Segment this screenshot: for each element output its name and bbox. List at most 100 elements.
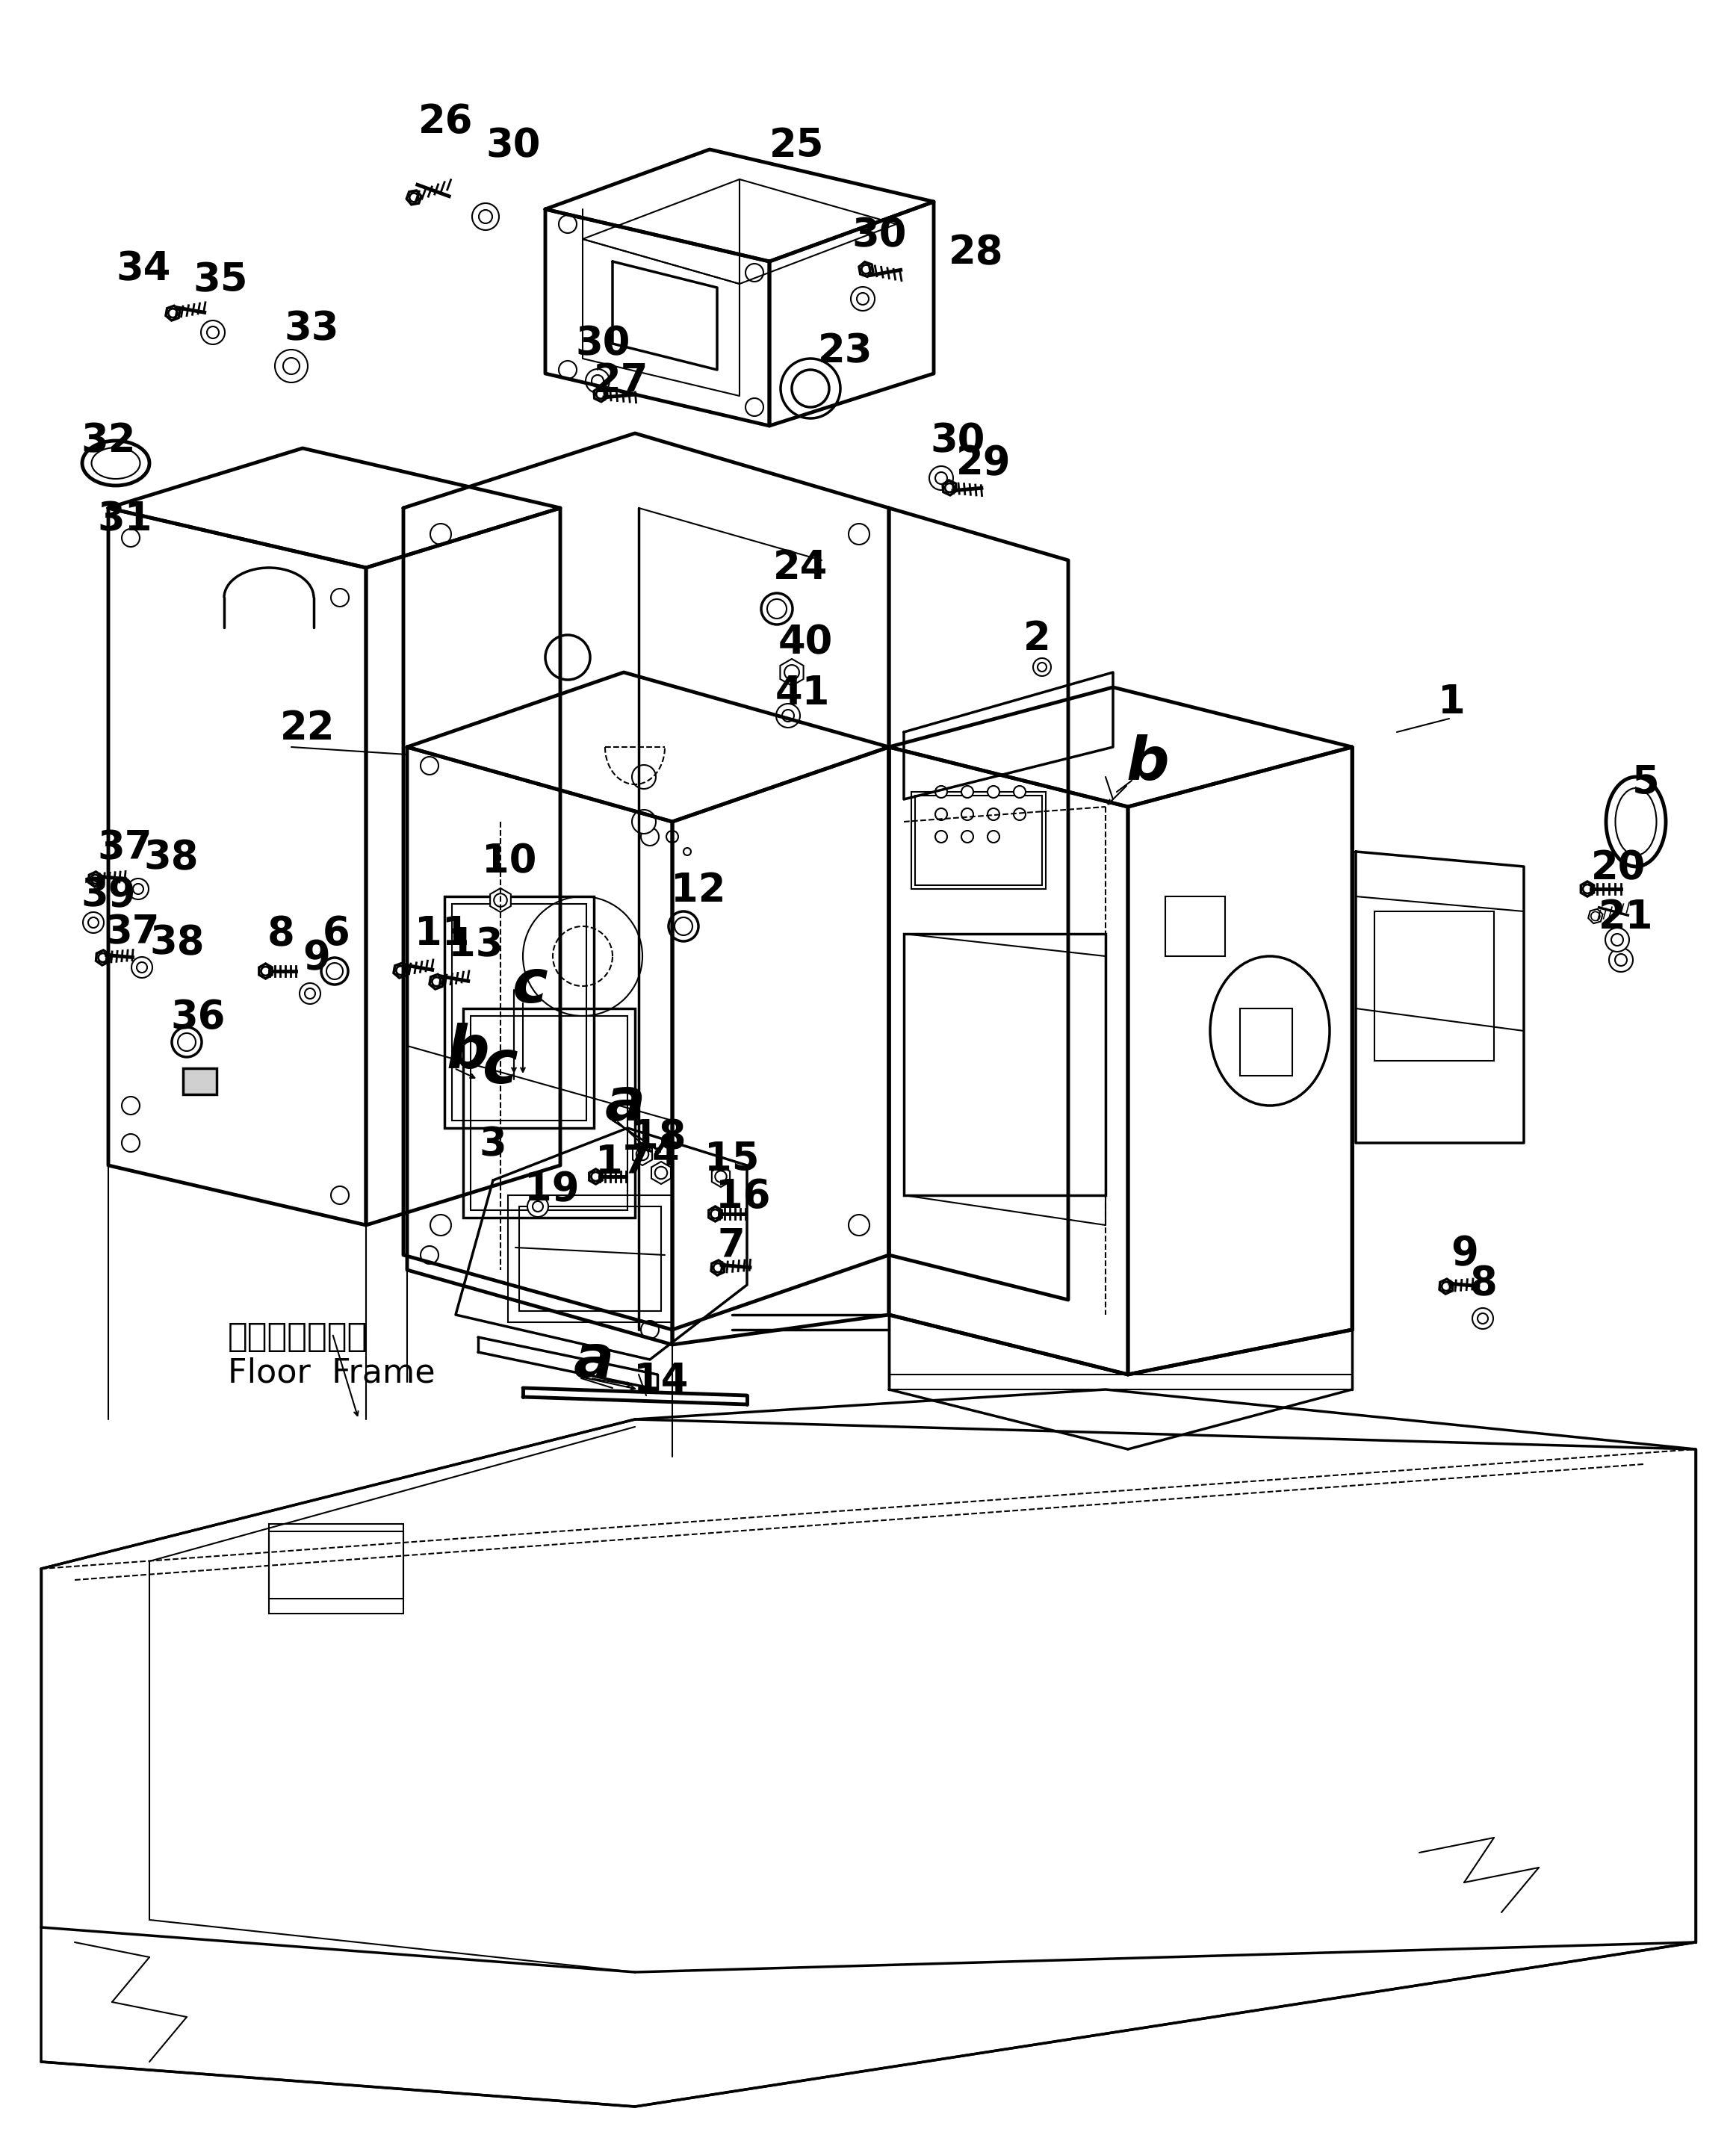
Circle shape bbox=[168, 309, 177, 318]
Circle shape bbox=[283, 358, 300, 375]
Circle shape bbox=[710, 1209, 720, 1217]
Circle shape bbox=[332, 1185, 349, 1205]
Text: 19: 19 bbox=[524, 1170, 580, 1209]
Text: 8: 8 bbox=[267, 915, 295, 953]
Text: 33: 33 bbox=[285, 309, 339, 348]
Text: 38: 38 bbox=[149, 923, 205, 962]
Bar bbox=[1165, 895, 1226, 955]
Bar bbox=[509, 1196, 672, 1322]
Circle shape bbox=[849, 524, 870, 544]
Text: 9: 9 bbox=[1451, 1234, 1477, 1273]
Circle shape bbox=[745, 264, 764, 281]
Text: 10: 10 bbox=[483, 842, 536, 881]
Circle shape bbox=[851, 288, 875, 311]
Polygon shape bbox=[632, 1143, 653, 1166]
Circle shape bbox=[592, 375, 604, 386]
Polygon shape bbox=[859, 262, 873, 277]
Text: 29: 29 bbox=[957, 443, 1010, 482]
Circle shape bbox=[592, 1173, 601, 1181]
Polygon shape bbox=[429, 974, 443, 989]
Circle shape bbox=[936, 808, 948, 821]
Text: Floor  Frame: Floor Frame bbox=[227, 1356, 436, 1390]
Text: 28: 28 bbox=[948, 232, 1003, 273]
Text: 37: 37 bbox=[97, 829, 153, 868]
Text: 20: 20 bbox=[1592, 849, 1646, 887]
Circle shape bbox=[1038, 663, 1047, 672]
Circle shape bbox=[667, 831, 679, 842]
Text: 11: 11 bbox=[415, 915, 469, 953]
Circle shape bbox=[936, 831, 948, 842]
Circle shape bbox=[420, 757, 439, 774]
Text: 34: 34 bbox=[116, 249, 170, 288]
Bar bbox=[1240, 1008, 1292, 1077]
Polygon shape bbox=[779, 659, 804, 687]
Circle shape bbox=[654, 1166, 667, 1179]
Circle shape bbox=[641, 1320, 660, 1339]
Text: 9: 9 bbox=[302, 938, 330, 976]
Circle shape bbox=[559, 215, 576, 232]
Circle shape bbox=[684, 849, 691, 855]
Text: 17: 17 bbox=[595, 1143, 651, 1181]
Circle shape bbox=[432, 976, 441, 987]
Circle shape bbox=[936, 787, 948, 797]
Text: 30: 30 bbox=[852, 215, 906, 254]
Text: b: b bbox=[446, 1023, 490, 1081]
Circle shape bbox=[632, 810, 656, 834]
Polygon shape bbox=[167, 305, 181, 320]
Text: 13: 13 bbox=[448, 925, 503, 964]
Circle shape bbox=[936, 471, 948, 484]
Text: 6: 6 bbox=[323, 915, 351, 953]
Circle shape bbox=[260, 966, 271, 976]
Polygon shape bbox=[259, 964, 273, 979]
Circle shape bbox=[858, 292, 868, 305]
Circle shape bbox=[420, 1245, 439, 1264]
Circle shape bbox=[849, 1215, 870, 1237]
Text: 1: 1 bbox=[1437, 682, 1465, 721]
Circle shape bbox=[1614, 953, 1627, 966]
Polygon shape bbox=[708, 1207, 722, 1222]
Circle shape bbox=[776, 704, 800, 727]
Text: 14: 14 bbox=[634, 1360, 687, 1401]
Text: c: c bbox=[483, 1038, 517, 1096]
Circle shape bbox=[137, 962, 148, 972]
Text: 27: 27 bbox=[594, 362, 649, 401]
Text: 7: 7 bbox=[717, 1226, 745, 1266]
Circle shape bbox=[637, 1147, 649, 1160]
Text: 25: 25 bbox=[769, 126, 825, 164]
Circle shape bbox=[533, 1200, 543, 1211]
Circle shape bbox=[641, 827, 660, 846]
Text: 41: 41 bbox=[776, 674, 830, 712]
Circle shape bbox=[1014, 808, 1026, 821]
Circle shape bbox=[962, 831, 974, 842]
Text: 15: 15 bbox=[705, 1141, 759, 1179]
Text: 36: 36 bbox=[170, 998, 226, 1036]
Circle shape bbox=[1014, 787, 1026, 797]
Text: 2: 2 bbox=[1024, 618, 1050, 659]
Text: 12: 12 bbox=[670, 872, 726, 910]
Polygon shape bbox=[589, 1168, 602, 1183]
Polygon shape bbox=[490, 889, 510, 912]
Circle shape bbox=[929, 467, 953, 490]
Polygon shape bbox=[651, 1162, 670, 1183]
Circle shape bbox=[783, 710, 793, 721]
Circle shape bbox=[332, 588, 349, 608]
Text: 37: 37 bbox=[104, 912, 160, 951]
Circle shape bbox=[207, 326, 219, 339]
Circle shape bbox=[90, 874, 99, 883]
Circle shape bbox=[1583, 885, 1592, 893]
Circle shape bbox=[1472, 1309, 1493, 1328]
Circle shape bbox=[274, 350, 307, 382]
Circle shape bbox=[495, 893, 507, 906]
Text: 39: 39 bbox=[80, 876, 135, 915]
Bar bbox=[451, 904, 587, 1121]
Bar bbox=[519, 1207, 661, 1311]
Circle shape bbox=[1609, 949, 1634, 972]
Text: 16: 16 bbox=[715, 1177, 771, 1215]
Text: 35: 35 bbox=[193, 260, 248, 301]
Polygon shape bbox=[89, 872, 102, 887]
Bar bbox=[915, 795, 1042, 885]
Circle shape bbox=[785, 665, 799, 680]
Text: a: a bbox=[606, 1075, 646, 1134]
Circle shape bbox=[595, 390, 606, 399]
Polygon shape bbox=[95, 951, 109, 966]
